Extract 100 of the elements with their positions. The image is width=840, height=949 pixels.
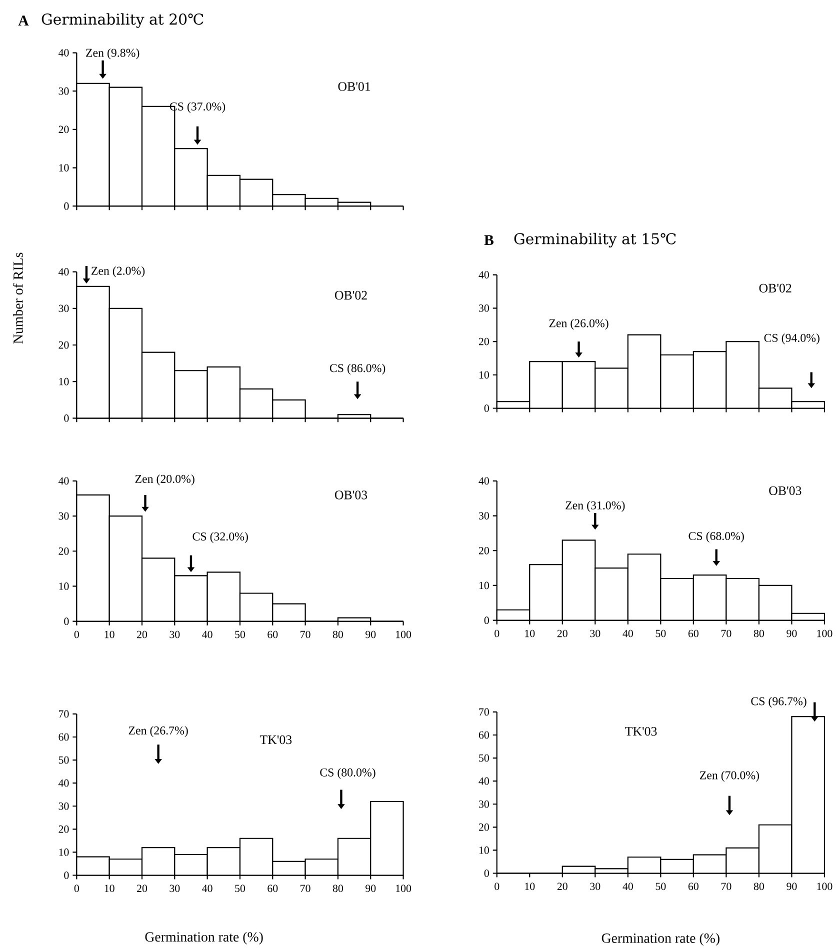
text: OB'02 — [759, 284, 792, 293]
annotation: Zen (20.0%) — [135, 474, 194, 486]
y-tick-label: 10 — [479, 582, 489, 590]
y-tick-label: 0 — [64, 202, 69, 210]
x-tick-label: 30 — [590, 630, 600, 638]
x-tick-label: 40 — [622, 882, 633, 890]
y-tick-label: 30 — [58, 87, 69, 95]
x-tick-label: 50 — [234, 630, 245, 638]
x-tick-label: 40 — [202, 884, 212, 892]
y-tick-label: 60 — [58, 733, 69, 741]
y-tick-label: 30 — [478, 800, 489, 808]
y-tick-label: 70 — [479, 708, 489, 716]
x-tick-label: 50 — [234, 884, 245, 892]
annotation: CS (68.0%) — [688, 532, 744, 542]
x-tick-label: 70 — [721, 630, 732, 638]
x-tick-label: 80 — [332, 884, 343, 892]
x-tick-label: 40 — [622, 630, 633, 638]
x-tick-label: 20 — [136, 630, 147, 638]
annotation: Zen (31.0%) — [565, 501, 625, 512]
y-tick-label: 40 — [478, 777, 489, 785]
text: CS (96.7%) — [750, 696, 806, 708]
y-tick-label: 30 — [478, 512, 489, 520]
y-tick-label: 40 — [58, 477, 69, 485]
y-tick-label: 40 — [478, 271, 489, 278]
chart-title: Germinability at 15℃ — [514, 232, 676, 248]
y-tick-label: 40 — [58, 49, 69, 56]
y-tick-label: 50 — [58, 756, 69, 764]
y-tick-label: 0 — [484, 404, 489, 412]
x-tick-label: 0 — [494, 882, 500, 890]
x-tick-label: 60 — [267, 884, 278, 892]
y-tick-label: 20 — [478, 338, 489, 346]
x-axis-title: Germination rate (%) — [602, 933, 720, 946]
y-tick-label: 30 — [58, 304, 69, 312]
x-tick-label: 50 — [656, 630, 666, 638]
text: OB'03 — [334, 490, 367, 500]
x-tick-label: 40 — [202, 630, 212, 638]
y-tick-label: 20 — [478, 823, 489, 831]
x-tick-label: 80 — [754, 630, 764, 638]
y-tick-label: 70 — [58, 710, 69, 718]
x-tick-label: 70 — [300, 884, 310, 892]
x-tick-label: 100 — [817, 630, 832, 638]
y-tick-label: 0 — [64, 414, 69, 422]
x-tick-label: 20 — [136, 884, 147, 892]
annotation: CS (86.0%) — [330, 364, 385, 375]
x-tick-label: 20 — [557, 882, 568, 890]
y-tick-label: 10 — [59, 582, 69, 590]
annotation: Zen (2.0%) — [91, 266, 144, 278]
x-tick-label: 90 — [365, 630, 376, 638]
y-tick-label: 40 — [58, 268, 69, 276]
y-axis-title: Number of RILs — [12, 252, 23, 344]
chart-subtitle: OB'03 — [768, 486, 802, 496]
y-tick-label: 40 — [58, 779, 69, 787]
y-tick-label: 30 — [58, 512, 69, 520]
annotation: CS (94.0%) — [764, 334, 820, 344]
annotation: Zen (70.0%) — [700, 770, 759, 782]
text: OB'01 — [338, 82, 370, 91]
text: A — [18, 16, 29, 26]
x-tick-label: 30 — [170, 630, 180, 638]
x-axis-title: Germination rate (%) — [145, 932, 263, 944]
x-tick-label: 30 — [590, 882, 600, 890]
x-tick-label: 20 — [557, 630, 568, 638]
chart-title: Germinability at 20℃ — [42, 13, 204, 28]
y-tick-label: 0 — [64, 618, 69, 626]
x-tick-label: 10 — [104, 630, 114, 638]
x-tick-label: 100 — [396, 630, 411, 638]
y-tick-label: 50 — [478, 754, 489, 762]
x-tick-label: 30 — [170, 884, 180, 892]
y-tick-label: 60 — [478, 731, 489, 739]
x-tick-label: 60 — [267, 630, 278, 638]
annotation: Zen (26.0%) — [549, 318, 608, 330]
x-tick-label: 60 — [688, 882, 698, 890]
y-tick-label: 0 — [484, 870, 489, 877]
x-tick-label: 50 — [656, 882, 666, 890]
x-tick-label: 10 — [104, 884, 114, 892]
x-tick-label: 10 — [524, 630, 534, 638]
y-tick-label: 10 — [479, 371, 489, 379]
x-tick-label: 80 — [754, 882, 764, 890]
text: B — [484, 235, 494, 246]
x-tick-label: 90 — [786, 630, 797, 638]
x-tick-label: 100 — [817, 882, 832, 890]
y-tick-label: 20 — [58, 547, 69, 555]
text: TK'03 — [624, 726, 657, 736]
x-tick-label: 90 — [786, 882, 797, 890]
x-tick-label: 70 — [300, 630, 310, 638]
x-tick-label: 70 — [721, 882, 732, 890]
text: OB'02 — [334, 290, 367, 300]
y-tick-label: 0 — [64, 872, 69, 879]
y-tick-label: 20 — [58, 825, 69, 833]
x-tick-label: 0 — [74, 630, 79, 638]
y-tick-label: 20 — [478, 546, 489, 554]
annotation: Zen (26.7%) — [128, 726, 188, 737]
y-tick-label: 10 — [59, 164, 69, 172]
x-tick-label: 0 — [494, 630, 500, 638]
y-tick-label: 30 — [478, 304, 489, 312]
x-tick-label: 90 — [365, 884, 376, 892]
y-tick-label: 10 — [59, 378, 69, 386]
annotation: CS (80.0%) — [320, 768, 376, 779]
y-tick-label: 20 — [58, 126, 69, 134]
x-tick-label: 0 — [74, 884, 79, 892]
y-tick-label: 10 — [479, 846, 489, 854]
